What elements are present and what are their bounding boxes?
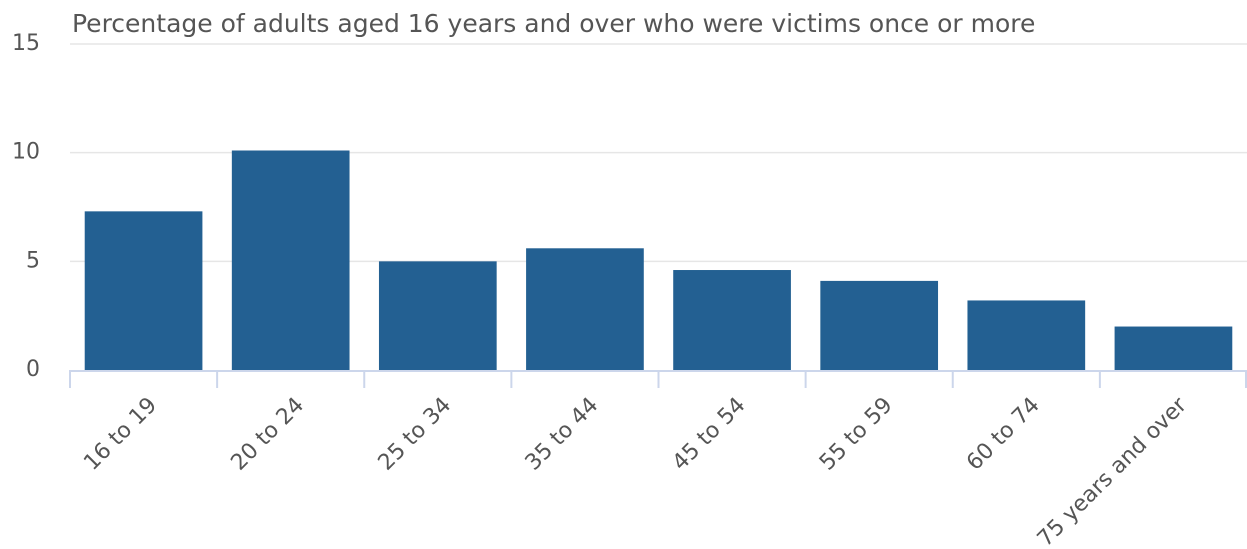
- bar: [84, 211, 203, 370]
- y-tick-label: 15: [12, 31, 40, 56]
- bar: [231, 150, 350, 370]
- bar: [967, 300, 1086, 370]
- x-tick-label: 35 to 44: [521, 393, 604, 476]
- x-tick-label: 60 to 74: [962, 393, 1045, 476]
- bar: [1114, 326, 1233, 370]
- x-tick-label: 45 to 54: [668, 393, 751, 476]
- y-tick-label: 5: [26, 248, 40, 273]
- bar: [673, 270, 791, 370]
- y-tick-label: 10: [12, 140, 40, 165]
- x-tick-label: 16 to 19: [79, 393, 162, 476]
- x-tick-label: 20 to 24: [226, 393, 309, 476]
- y-tick-label: 0: [26, 357, 40, 382]
- x-tick-label: 75 years and over: [1033, 392, 1193, 549]
- chart-title: Percentage of adults aged 16 years and o…: [72, 9, 1035, 38]
- x-tick-label: 55 to 59: [815, 393, 898, 476]
- bar: [526, 248, 644, 370]
- x-tick-label: 25 to 34: [374, 393, 457, 476]
- bar: [378, 261, 497, 370]
- bar: [820, 280, 939, 370]
